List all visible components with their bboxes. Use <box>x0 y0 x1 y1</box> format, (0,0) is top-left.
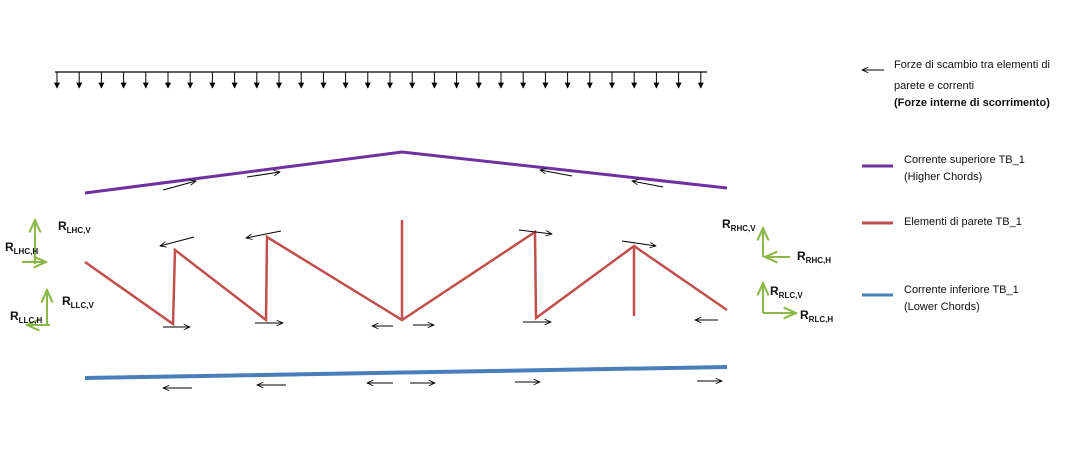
upper-chord <box>84 150 728 195</box>
reaction-symbol: R <box>797 249 806 263</box>
reaction-symbol: R <box>722 217 731 231</box>
force-arrow <box>632 181 664 188</box>
reaction-labels: RLHC,VRLHC,HRLLC,VRLLC,HRRHC,VRRHC,HRRLC… <box>5 217 833 325</box>
legend: Forze di scambio tra elementi di parete … <box>862 59 1050 313</box>
reaction-label: RLHC,H <box>5 240 38 256</box>
reaction-subscript: LHC,V <box>67 226 92 235</box>
web-elements <box>84 229 728 327</box>
reaction-subscript: LHC,H <box>14 247 39 256</box>
reaction-label: RRHC,H <box>797 249 831 265</box>
force-arrow <box>518 229 552 234</box>
reaction-subscript: LLC,H <box>19 316 43 325</box>
force-arrow <box>160 236 195 246</box>
reaction-subscript: RLC,V <box>779 291 804 300</box>
reaction-label: RLLC,V <box>62 294 94 310</box>
reaction-subscript: RHC,V <box>731 224 757 233</box>
legend-text: Elementi di parete TB_1 <box>904 216 1022 228</box>
legend-text: Corrente inferiore TB_1 <box>904 284 1019 296</box>
force-arrow <box>162 181 196 191</box>
legend-text: parete e correnti <box>894 80 974 92</box>
reaction-subscript: LLC,V <box>71 301 95 310</box>
shear-forces <box>160 170 722 388</box>
force-arrow <box>621 240 656 246</box>
lower-chord <box>84 365 728 380</box>
distributed-load <box>54 71 707 89</box>
reaction-label: RRLC,H <box>800 308 833 324</box>
reaction-symbol: R <box>5 240 14 254</box>
legend-text: (Lower Chords) <box>904 301 980 313</box>
reaction-subscript: RLC,H <box>809 315 834 324</box>
legend-text: (Higher Chords) <box>904 171 982 183</box>
force-arrow <box>246 230 282 238</box>
reaction-label: RRHC,V <box>722 217 756 233</box>
reaction-label: RLLC,H <box>10 309 42 325</box>
reaction-label: RRLC,V <box>770 284 803 300</box>
reaction-symbol: R <box>62 294 71 308</box>
legend-text: (Forze interne di scorrimento) <box>894 97 1050 109</box>
reaction-symbol: R <box>10 309 19 323</box>
legend-text: Corrente superiore TB_1 <box>904 154 1025 166</box>
reaction-label: RLHC,V <box>58 219 91 235</box>
reaction-symbol: R <box>800 308 809 322</box>
reaction-subscript: RHC,H <box>806 256 832 265</box>
legend-text: Forze di scambio tra elementi di <box>894 59 1050 71</box>
force-arrow <box>540 170 573 177</box>
force-arrow <box>246 172 280 178</box>
reactions <box>22 220 796 325</box>
reaction-symbol: R <box>770 284 779 298</box>
reaction-symbol: R <box>58 219 67 233</box>
